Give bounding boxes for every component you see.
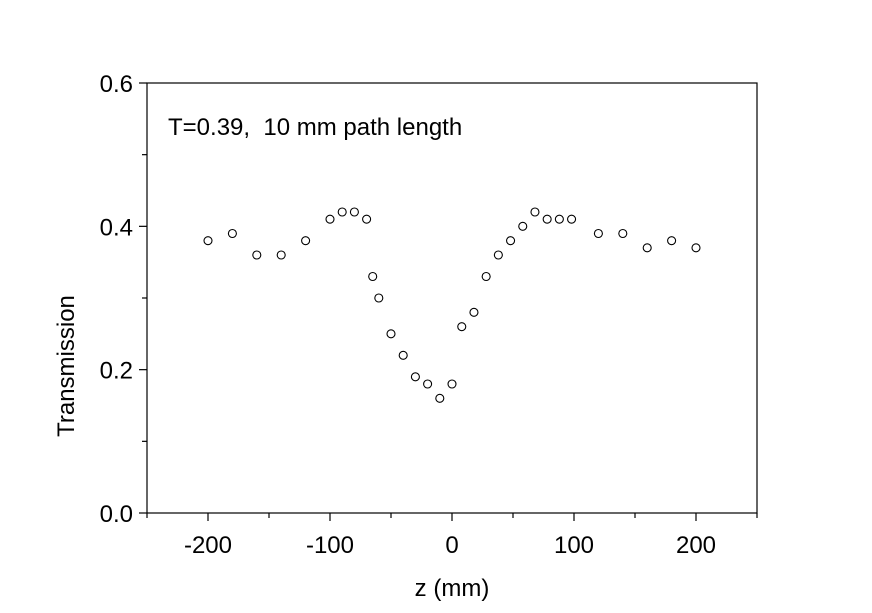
data-point: [530, 207, 540, 217]
data-point: [435, 393, 445, 403]
data-point: [447, 379, 457, 389]
data-point: [276, 250, 286, 260]
x-tick-label: 100: [554, 532, 594, 559]
data-point: [542, 214, 552, 224]
data-point: [691, 243, 701, 253]
data-point: [252, 250, 262, 260]
data-point: [642, 243, 652, 253]
x-tick-label: 0: [445, 532, 458, 559]
data-point: [203, 236, 213, 246]
data-point: [554, 214, 564, 224]
data-point: [398, 350, 408, 360]
data-point: [457, 322, 467, 332]
x-tick-label: -200: [184, 532, 232, 559]
data-point: [410, 372, 420, 382]
x-tick-label: -100: [306, 532, 354, 559]
chart-annotation: T=0.39, 10 mm path length: [168, 114, 462, 141]
data-point: [667, 236, 677, 246]
data-point: [362, 214, 372, 224]
y-tick-label: 0.0: [100, 501, 133, 528]
data-point: [337, 207, 347, 217]
data-point: [593, 228, 603, 239]
axis-ticks: [139, 82, 758, 521]
y-tick-label: 0.4: [100, 214, 133, 241]
data-points: [203, 207, 701, 403]
data-point: [349, 207, 359, 217]
y-tick-label: 0.2: [100, 358, 133, 385]
x-tick-label: 200: [676, 532, 716, 559]
data-point: [374, 293, 384, 303]
x-axis-title: z (mm): [415, 575, 490, 602]
data-point: [618, 228, 628, 239]
data-point: [493, 250, 503, 260]
data-point: [227, 228, 237, 239]
y-axis-title: Transmission: [53, 295, 80, 437]
data-point: [301, 236, 311, 246]
data-point: [368, 271, 378, 282]
data-point: [567, 214, 577, 224]
data-point: [386, 329, 396, 339]
plot-frame: [146, 82, 758, 514]
data-point: [325, 214, 335, 224]
data-point: [506, 236, 516, 246]
data-point: [481, 271, 491, 282]
data-point: [518, 221, 528, 231]
y-tick-label: 0.6: [100, 71, 133, 98]
axis-tick-labels: -200 -100 0 100 200 0.0 0.2 0.4 0.6: [100, 71, 716, 559]
data-point: [423, 379, 433, 389]
data-point: [469, 307, 479, 317]
